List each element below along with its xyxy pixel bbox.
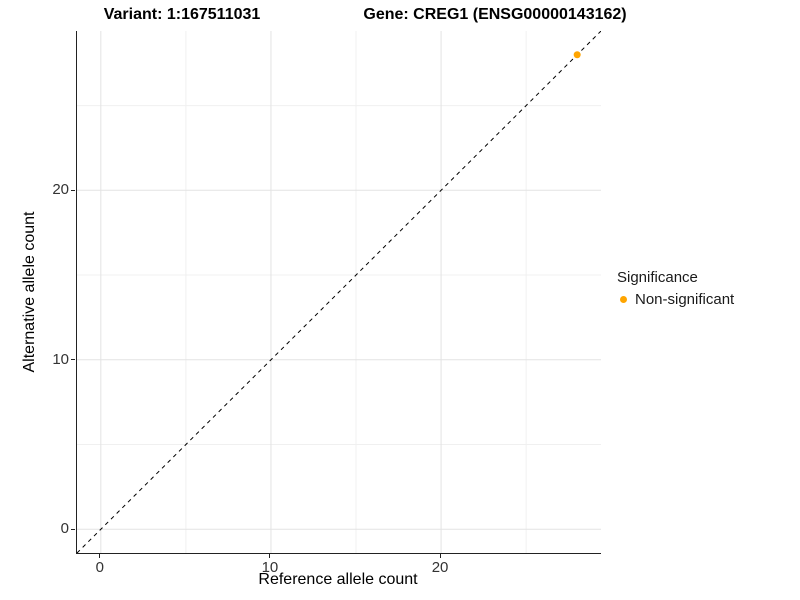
x-tick-label: 10 [261, 559, 279, 576]
legend-item-label: Non-significant [635, 290, 735, 308]
x-tick-label: 20 [431, 559, 449, 576]
x-axis-label: Reference allele count [258, 571, 418, 588]
y-tick-mark [71, 359, 75, 361]
legend: Significance Non-significant [616, 269, 734, 309]
y-tick-mark [71, 528, 75, 530]
y-tick-label: 20 [52, 181, 69, 199]
legend-item: Non-significant [616, 289, 734, 309]
x-tick-mark [439, 554, 441, 558]
y-tick-mark [71, 189, 75, 191]
plot-canvas [77, 31, 601, 553]
legend-items: Non-significant [616, 289, 734, 309]
identity-line [77, 31, 601, 553]
legend-title: Significance [617, 269, 698, 286]
plot-title-variant: Variant: 1:167511031 [103, 6, 261, 23]
y-tick-label: 10 [52, 350, 69, 368]
x-tick-mark [99, 554, 101, 558]
legend-point-icon [619, 295, 627, 303]
plot-title-gene: Gene: CREG1 (ENSG00000143162) [363, 6, 627, 23]
x-tick-label: 0 [95, 559, 104, 576]
data-point [573, 51, 581, 59]
x-tick-mark [269, 554, 271, 558]
legend-key [616, 295, 630, 303]
y-tick-label: 0 [60, 520, 69, 538]
y-axis-label: Alternative allele count [21, 211, 38, 373]
plot-panel [76, 31, 601, 554]
